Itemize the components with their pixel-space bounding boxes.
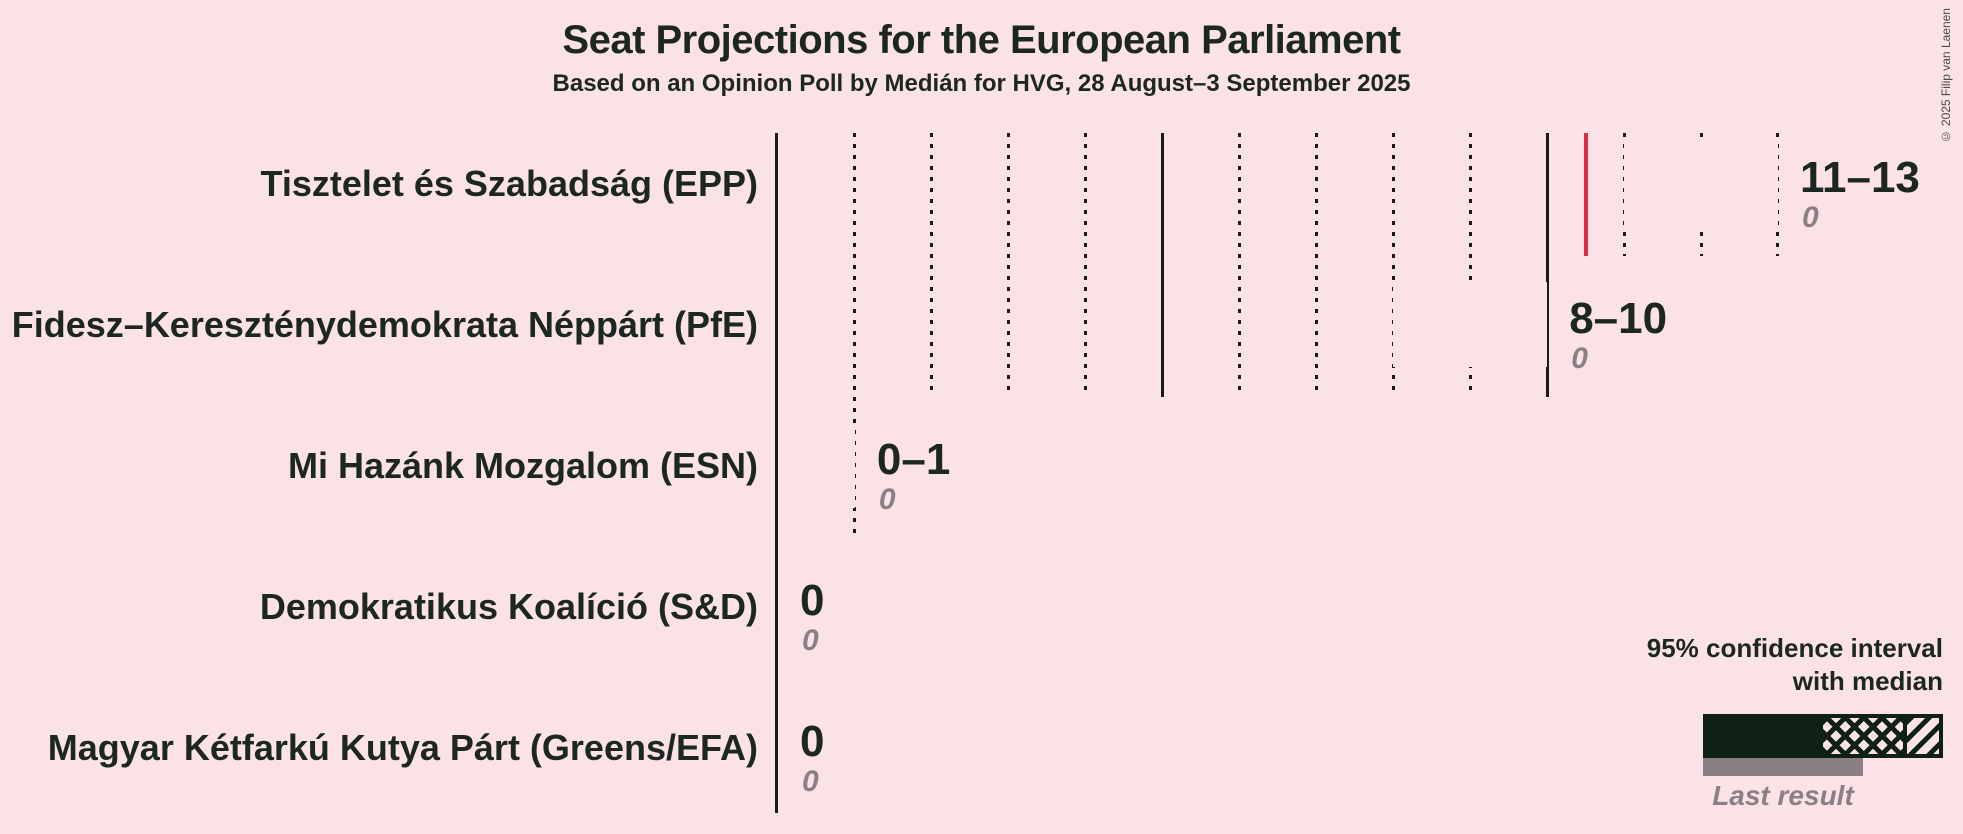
- party-label: Tisztelet és Szabadság (EPP): [260, 163, 758, 204]
- legend-swatch-solid-segment: [1703, 714, 1823, 758]
- party-label: Mi Hazánk Mozgalom (ESN): [287, 445, 758, 486]
- chart-subtitle: Based on an Opinion Poll by Medián for H…: [552, 70, 1411, 97]
- legend-ci-label: 95% confidence interval with median: [1647, 632, 1943, 698]
- chart-title: Seat Projections for the European Parlia…: [562, 18, 1401, 62]
- legend-ci-line2: with median: [1792, 666, 1943, 696]
- range-label: 0–1: [876, 435, 951, 484]
- party-label: Magyar Kétfarkú Kutya Párt (Greens/EFA): [47, 727, 758, 768]
- gridline-seat-3: [1007, 133, 1011, 397]
- legend-ci-swatch: [1703, 714, 1943, 758]
- bar-solid-segment: [778, 282, 1393, 367]
- gridline-seat-1: [853, 133, 857, 538]
- party-label: Demokratikus Koalíció (S&D): [259, 586, 758, 627]
- range-label: 0: [800, 717, 825, 766]
- legend-swatch-diagonal-segment: [1903, 714, 1943, 758]
- y-axis-line: [775, 133, 778, 813]
- last-result-value: 0: [1571, 342, 1588, 375]
- legend-swatch-crosshatch-segment: [1823, 714, 1903, 758]
- bar-diagonal-segment: [1470, 282, 1548, 367]
- gridline-seat-4: [1084, 133, 1088, 397]
- legend-last-result-label: Last result: [1712, 780, 1854, 811]
- gridline-seat-8: [1391, 133, 1395, 397]
- range-label: 8–10: [1569, 294, 1668, 343]
- bar-diagonal-segment: [778, 423, 855, 508]
- gridline-seat-7: [1314, 133, 1318, 397]
- major-gridline-seat-5: [1161, 133, 1165, 397]
- legend-last-result-swatch: [1703, 758, 1863, 776]
- majority-threshold-line: [1583, 133, 1588, 256]
- gridline-seat-9: [1468, 133, 1472, 397]
- last-result-value: 0: [1801, 201, 1819, 234]
- last-result-value: 0: [878, 483, 896, 516]
- range-label: 0: [800, 576, 825, 625]
- party-label: Fidesz–Kereszténydemokrata Néppárt (PfE): [11, 304, 758, 345]
- range-label: 11–13: [1799, 153, 1920, 202]
- bar-crosshatch-segment: [1393, 282, 1471, 367]
- bar-crosshatch-segment: [1624, 141, 1702, 226]
- legend-ci-line1: 95% confidence interval: [1646, 633, 1943, 663]
- gridline-seat-13: [1776, 133, 1780, 256]
- major-gridline-seat-10: [1545, 133, 1549, 397]
- last-result-value: 0: [802, 624, 819, 657]
- bar-diagonal-segment: [1701, 141, 1778, 226]
- last-result-value: 0: [802, 765, 819, 798]
- bar-solid-segment: [778, 141, 1624, 226]
- gridline-seat-6: [1238, 133, 1242, 397]
- gridline-seat-2: [930, 133, 934, 397]
